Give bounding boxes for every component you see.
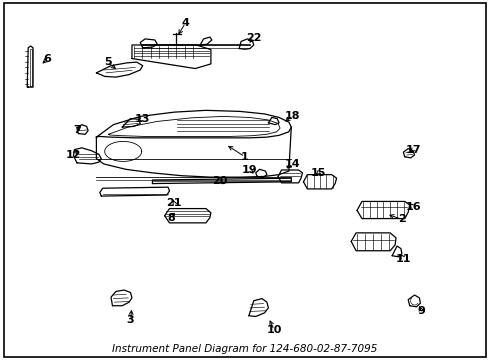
Text: 15: 15 [310, 168, 326, 178]
Text: 6: 6 [44, 54, 51, 64]
Text: 19: 19 [242, 165, 258, 175]
Text: 16: 16 [405, 202, 421, 212]
Text: 5: 5 [104, 57, 111, 67]
Text: 1: 1 [241, 152, 249, 162]
Text: 22: 22 [246, 33, 262, 43]
Text: 4: 4 [182, 18, 190, 28]
Text: 14: 14 [285, 159, 300, 169]
Text: 2: 2 [398, 214, 406, 224]
Text: 10: 10 [267, 325, 282, 335]
Text: 21: 21 [167, 198, 182, 208]
Text: Instrument Panel Diagram for 124-680-02-87-7095: Instrument Panel Diagram for 124-680-02-… [112, 343, 378, 354]
Text: 18: 18 [285, 111, 300, 121]
Text: 20: 20 [212, 176, 227, 186]
Text: 7: 7 [73, 125, 81, 135]
Text: 9: 9 [417, 306, 425, 316]
Text: 11: 11 [395, 253, 411, 264]
Text: 17: 17 [405, 145, 421, 155]
Text: 12: 12 [66, 150, 81, 160]
Text: 3: 3 [127, 315, 134, 325]
Text: 8: 8 [167, 212, 175, 222]
Text: 13: 13 [135, 113, 150, 123]
